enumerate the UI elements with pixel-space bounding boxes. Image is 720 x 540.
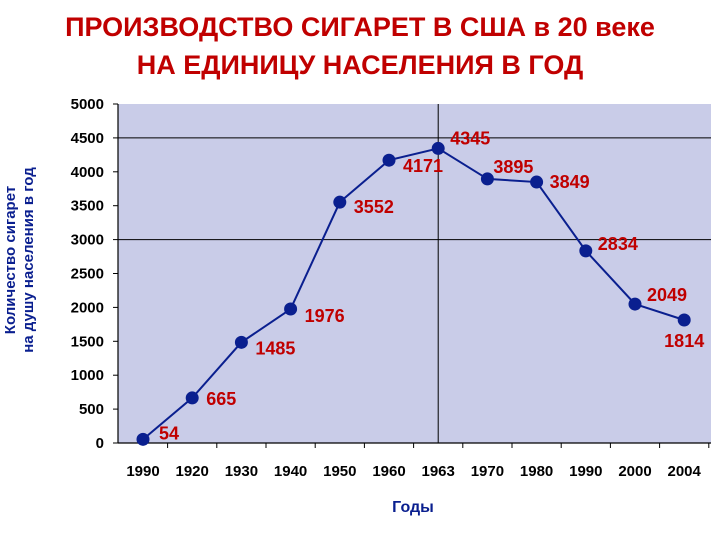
y-tick-label: 1500 <box>71 333 104 350</box>
x-tick-label: 1950 <box>323 463 356 480</box>
data-points <box>136 141 691 446</box>
y-tick-label: 3500 <box>71 198 104 215</box>
x-tick-label: 2004 <box>668 463 702 480</box>
y-tick-labels: 0 500 1000 1500 2000 2500 3000 3500 4000 4500 5000 <box>71 96 104 452</box>
x-tick-label: 1930 <box>225 463 258 480</box>
x-tick-label: 1960 <box>372 463 405 480</box>
data-label: 3895 <box>493 157 533 177</box>
data-label: 4345 <box>450 128 490 148</box>
data-point <box>480 172 494 186</box>
x-tick-labels: 1990 1920 1930 1940 1950 1960 1963 1970 1980 1990… <box>126 463 701 480</box>
data-label: 2834 <box>598 234 638 254</box>
data-point <box>530 175 544 189</box>
data-point <box>677 313 691 327</box>
series-line <box>142 147 685 441</box>
y-tick-label: 4000 <box>71 164 104 181</box>
x-tick-label: 1963 <box>422 463 455 480</box>
data-label: 4171 <box>403 156 443 176</box>
data-label: 1814 <box>664 331 704 351</box>
data-label: 3849 <box>550 172 590 192</box>
chart-title-line-1: ПРОИЗВОДСТВО СИГАРЕТ В США в 20 веке <box>65 12 655 42</box>
data-label: 665 <box>206 389 236 409</box>
x-tick-label: 1940 <box>274 463 307 480</box>
x-tick-label: 1990 <box>569 463 602 480</box>
data-point <box>628 297 642 311</box>
data-point <box>185 391 199 405</box>
data-label: 54 <box>159 423 179 443</box>
data-point <box>234 335 248 349</box>
x-tick-label: 1970 <box>471 463 504 480</box>
data-label: 3552 <box>354 197 394 217</box>
data-label: 1976 <box>305 306 345 326</box>
data-point <box>431 141 445 155</box>
data-label: 2049 <box>647 285 687 305</box>
y-tick-label: 5000 <box>71 96 104 113</box>
x-tick-label: 1990 <box>126 463 159 480</box>
chart-title: ПРОИЗВОДСТВО СИГАРЕТ В США в 20 веке НА … <box>0 8 720 84</box>
y-tick-label: 2000 <box>71 299 104 316</box>
x-tick-label: 1980 <box>520 463 553 480</box>
grid-lines <box>118 104 711 443</box>
x-tick-label: 2000 <box>618 463 651 480</box>
y-tick-label: 1000 <box>71 367 104 384</box>
y-tick-label: 500 <box>79 401 104 418</box>
data-point <box>136 432 150 446</box>
y-tick-label: 2500 <box>71 266 104 283</box>
data-point <box>579 244 593 258</box>
y-tick-label: 0 <box>96 435 104 452</box>
y-tick-label: 3000 <box>71 232 104 249</box>
y-tick-label: 4500 <box>71 130 104 147</box>
plot-area <box>118 104 711 443</box>
data-point <box>333 195 347 209</box>
axes <box>113 103 711 448</box>
x-axis-title: Годы <box>392 499 434 516</box>
x-tick-label: 1920 <box>176 463 209 480</box>
chart-title-line-2: НА ЕДИНИЦУ НАСЕЛЕНИЯ В ГОД <box>136 50 584 80</box>
data-label: 1485 <box>255 338 295 358</box>
data-point <box>382 153 396 167</box>
data-point <box>284 302 298 316</box>
